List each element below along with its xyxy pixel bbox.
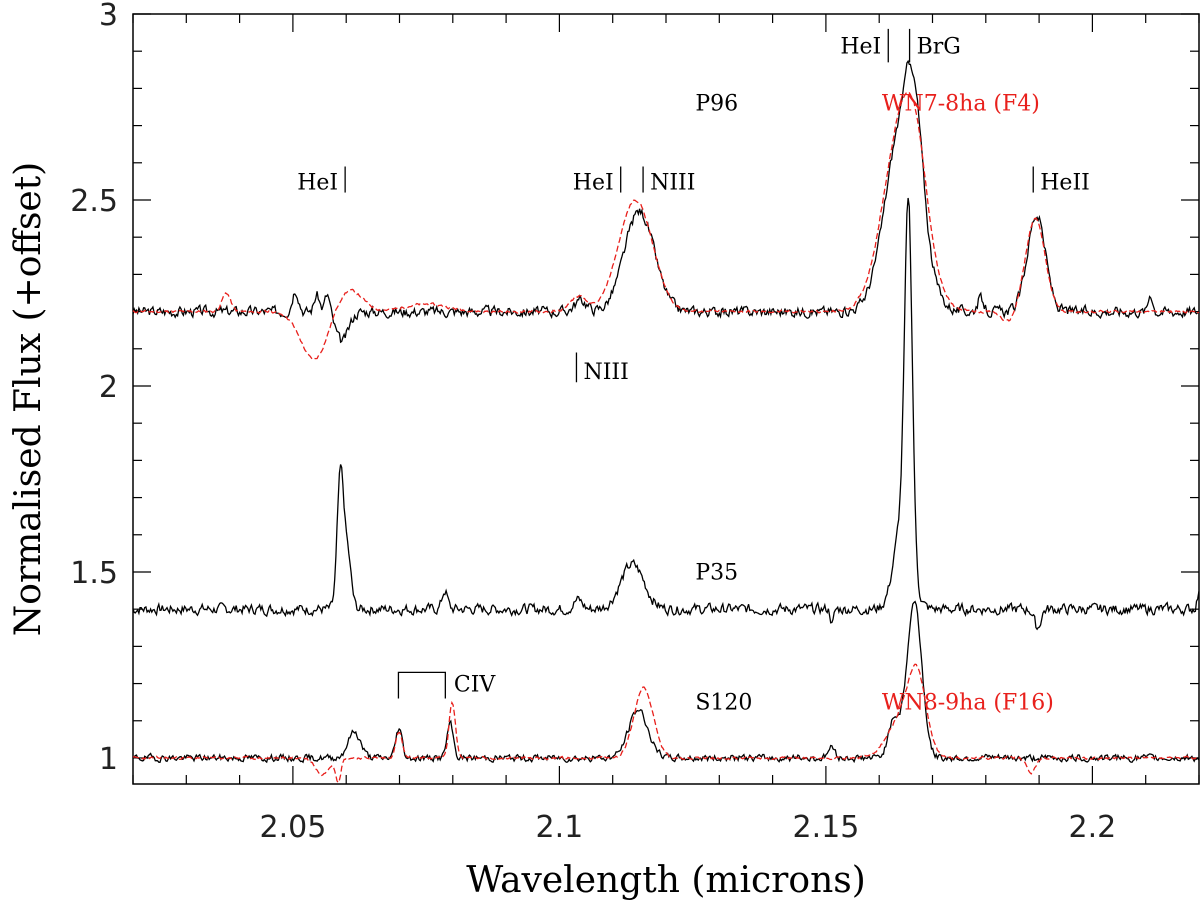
series-p35 bbox=[132, 197, 1200, 631]
series-label: S120 bbox=[695, 691, 752, 716]
series-s120 bbox=[132, 600, 1200, 764]
line-id-label: HeI bbox=[297, 170, 338, 195]
civ-bracket bbox=[397, 671, 446, 699]
civ-label: CIV bbox=[454, 673, 497, 698]
x-axis-label: Wavelength (microns) bbox=[466, 860, 866, 901]
x-tick-label: 2.15 bbox=[793, 810, 860, 845]
spectra-series: P96 WN7-8ha (F4) P35 S120 WN8-9ha (F16) bbox=[132, 59, 1200, 784]
x-tick-label: 2.2 bbox=[1069, 810, 1117, 845]
axis-ticks: 2.05 2.1 2.15 2.2 1 1.5 2 2.5 3 bbox=[70, 0, 1200, 845]
plot-frame bbox=[132, 13, 1200, 785]
y-tick-label: 2 bbox=[99, 370, 118, 405]
x-tick-label: 2.1 bbox=[536, 810, 584, 845]
series-wn7-8ha-f4- bbox=[132, 91, 1200, 361]
series-wn8-9ha-f16- bbox=[132, 663, 1200, 784]
line-id-label: NIII bbox=[650, 170, 695, 195]
y-tick-label: 3 bbox=[99, 0, 118, 33]
series-label: P96 bbox=[695, 92, 738, 117]
series-p96 bbox=[132, 59, 1200, 344]
line-id-label: HeII bbox=[1040, 170, 1090, 195]
line-id-label: NIII bbox=[583, 360, 628, 385]
y-tick-label: 2.5 bbox=[70, 184, 118, 219]
series-label: WN8-9ha (F16) bbox=[882, 691, 1054, 716]
series-label: P35 bbox=[695, 560, 738, 585]
y-axis-label: Normalised Flux (+offset) bbox=[8, 162, 49, 636]
x-tick-label: 2.05 bbox=[260, 810, 327, 845]
line-id-label: HeI bbox=[573, 170, 614, 195]
line-id-label: BrG bbox=[917, 35, 961, 60]
line-id-label: HeI bbox=[840, 35, 881, 60]
line-identifications: HeI HeI NIII HeI BrG HeII NIII CIV bbox=[297, 28, 1090, 699]
y-tick-label: 1 bbox=[99, 742, 118, 777]
y-tick-label: 1.5 bbox=[70, 556, 118, 591]
series-label: WN7-8ha (F4) bbox=[882, 92, 1040, 117]
